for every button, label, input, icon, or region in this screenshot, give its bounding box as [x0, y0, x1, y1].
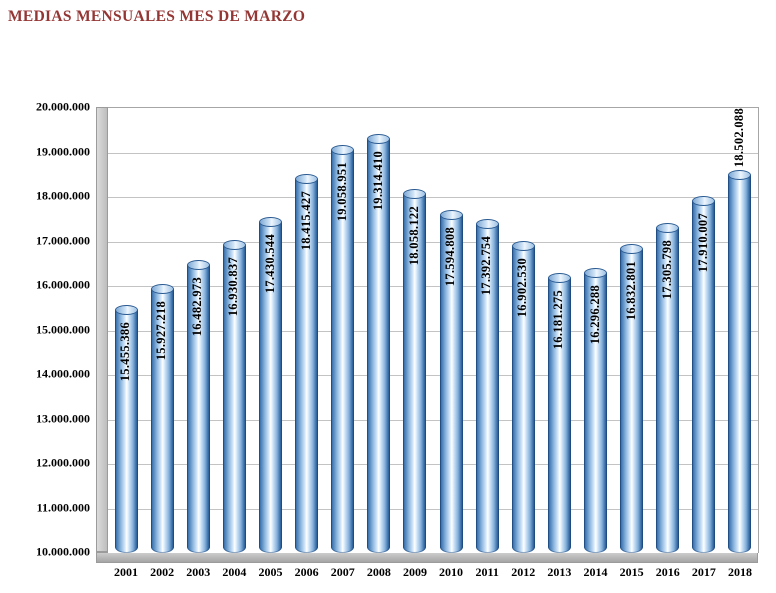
bar [150, 284, 174, 553]
x-tick-label: 2016 [655, 565, 680, 579]
bar-value-label: 15.455.386 [118, 322, 133, 382]
chart-title: MEDIAS MENSUALES MES DE MARZO [8, 8, 306, 25]
bar-value-label: 17.594.808 [443, 227, 458, 287]
bar [656, 222, 680, 553]
bar-value-label: 18.502.088 [731, 108, 746, 168]
bar-value-label: 17.430.544 [262, 234, 277, 294]
bar-value-label: 16.930.837 [226, 256, 241, 316]
bar-value-label: 16.181.275 [551, 289, 566, 350]
bar [439, 210, 463, 553]
bar-top-ellipse [331, 144, 355, 155]
y-tick-label: 19.000.000 [36, 144, 90, 158]
bar-top-ellipse [692, 196, 716, 207]
bar [692, 196, 716, 553]
bar-top-ellipse [728, 169, 752, 180]
bar [114, 305, 138, 553]
y-tick-label: 13.000.000 [36, 411, 90, 425]
bar-value-label: 15.927.218 [154, 301, 169, 361]
bar [222, 239, 246, 553]
x-tick-label: 2015 [619, 565, 644, 579]
bar-top-ellipse [367, 133, 391, 144]
y-axis: 20.000.000 19.000.000 18.000.000 17.000.000… [0, 100, 90, 559]
bar-top-ellipse [511, 240, 535, 251]
bar [547, 272, 571, 553]
bar-value-label: 17.392.754 [479, 236, 494, 296]
y-tick-label: 16.000.000 [36, 277, 90, 292]
gridline [108, 375, 758, 376]
y-tick-label: 20.000.000 [36, 99, 90, 114]
bar-top-ellipse [222, 239, 246, 250]
bar [259, 217, 282, 553]
gridline [108, 419, 758, 421]
bar-top-ellipse [403, 189, 427, 200]
gridline [108, 152, 758, 154]
x-tick-label: 2011 [475, 565, 499, 579]
x-tick-label: 2004 [222, 565, 247, 579]
x-tick-label: 2018 [727, 565, 752, 579]
y-tick-label: 14.000.000 [36, 366, 90, 381]
bar [295, 173, 319, 553]
bar-value-label: 17.910.007 [695, 213, 710, 273]
x-tick-label: 2001 [114, 565, 139, 579]
gridline [108, 464, 758, 465]
bar-top-ellipse [656, 222, 680, 233]
x-tick-label: 2003 [186, 565, 211, 579]
bar-top-ellipse [475, 219, 499, 230]
y-tick-label: 10.000.000 [36, 544, 90, 559]
bar-top-ellipse [259, 217, 282, 228]
x-axis: 2001 2002 2003 2004 2005 2006 2007 2008 2009 2010… [108, 562, 758, 584]
bar-top-ellipse [584, 267, 607, 278]
bar-value-label: 16.832.801 [623, 260, 638, 321]
bar [511, 240, 535, 553]
bar-value-label: 16.296.288 [587, 284, 602, 345]
x-tick-label: 2012 [511, 565, 536, 579]
x-tick-label: 2005 [258, 565, 283, 579]
x-tick-label: 2010 [439, 565, 464, 579]
bar-top-ellipse [547, 272, 571, 283]
gridline [108, 197, 758, 198]
bar-value-label: 16.482.973 [190, 276, 205, 336]
bar-value-label: 19.314.410 [370, 150, 385, 210]
gridline [108, 286, 758, 287]
bar-value-label: 16.902.530 [515, 257, 530, 318]
bar-value-label: 17.305.798 [659, 239, 674, 300]
y-tick-label: 18.000.000 [36, 188, 90, 203]
bar [728, 169, 752, 553]
y-tick-label: 12.000.000 [36, 455, 90, 470]
chart-3d-left-wall [96, 107, 108, 552]
plot-area: 15.455.386 15.927.218 16.482.973 16.930.837… [108, 107, 759, 553]
bar-top-ellipse [620, 243, 644, 254]
x-tick-label: 2009 [402, 565, 427, 579]
bar [403, 189, 427, 553]
x-tick-label: 2008 [366, 565, 391, 579]
bar-value-label: 19.058.951 [334, 161, 349, 222]
bar-value-label: 18.058.122 [406, 206, 421, 266]
bar [475, 219, 499, 553]
x-tick-label: 2017 [691, 565, 716, 579]
bar [620, 243, 644, 553]
x-tick-label: 2007 [330, 565, 355, 579]
y-tick-label: 15.000.000 [36, 322, 90, 336]
gridline [108, 241, 758, 243]
x-tick-label: 2014 [583, 565, 608, 579]
bar-top-ellipse [295, 173, 319, 184]
bar-value-label: 18.415.427 [298, 190, 313, 250]
y-tick-label: 17.000.000 [36, 233, 90, 247]
y-tick-label: 11.000.000 [36, 500, 90, 514]
gridline [108, 330, 758, 332]
bar-top-ellipse [186, 259, 210, 270]
x-tick-label: 2013 [547, 565, 572, 579]
bar [584, 267, 607, 553]
x-tick-label: 2002 [150, 565, 175, 579]
bar [367, 133, 391, 553]
gridline [108, 508, 758, 510]
bar-top-ellipse [114, 305, 138, 316]
bar-top-ellipse [439, 210, 463, 221]
x-tick-label: 2006 [294, 565, 319, 579]
bar [331, 144, 355, 553]
bar-top-ellipse [150, 284, 174, 295]
bar [186, 259, 210, 553]
